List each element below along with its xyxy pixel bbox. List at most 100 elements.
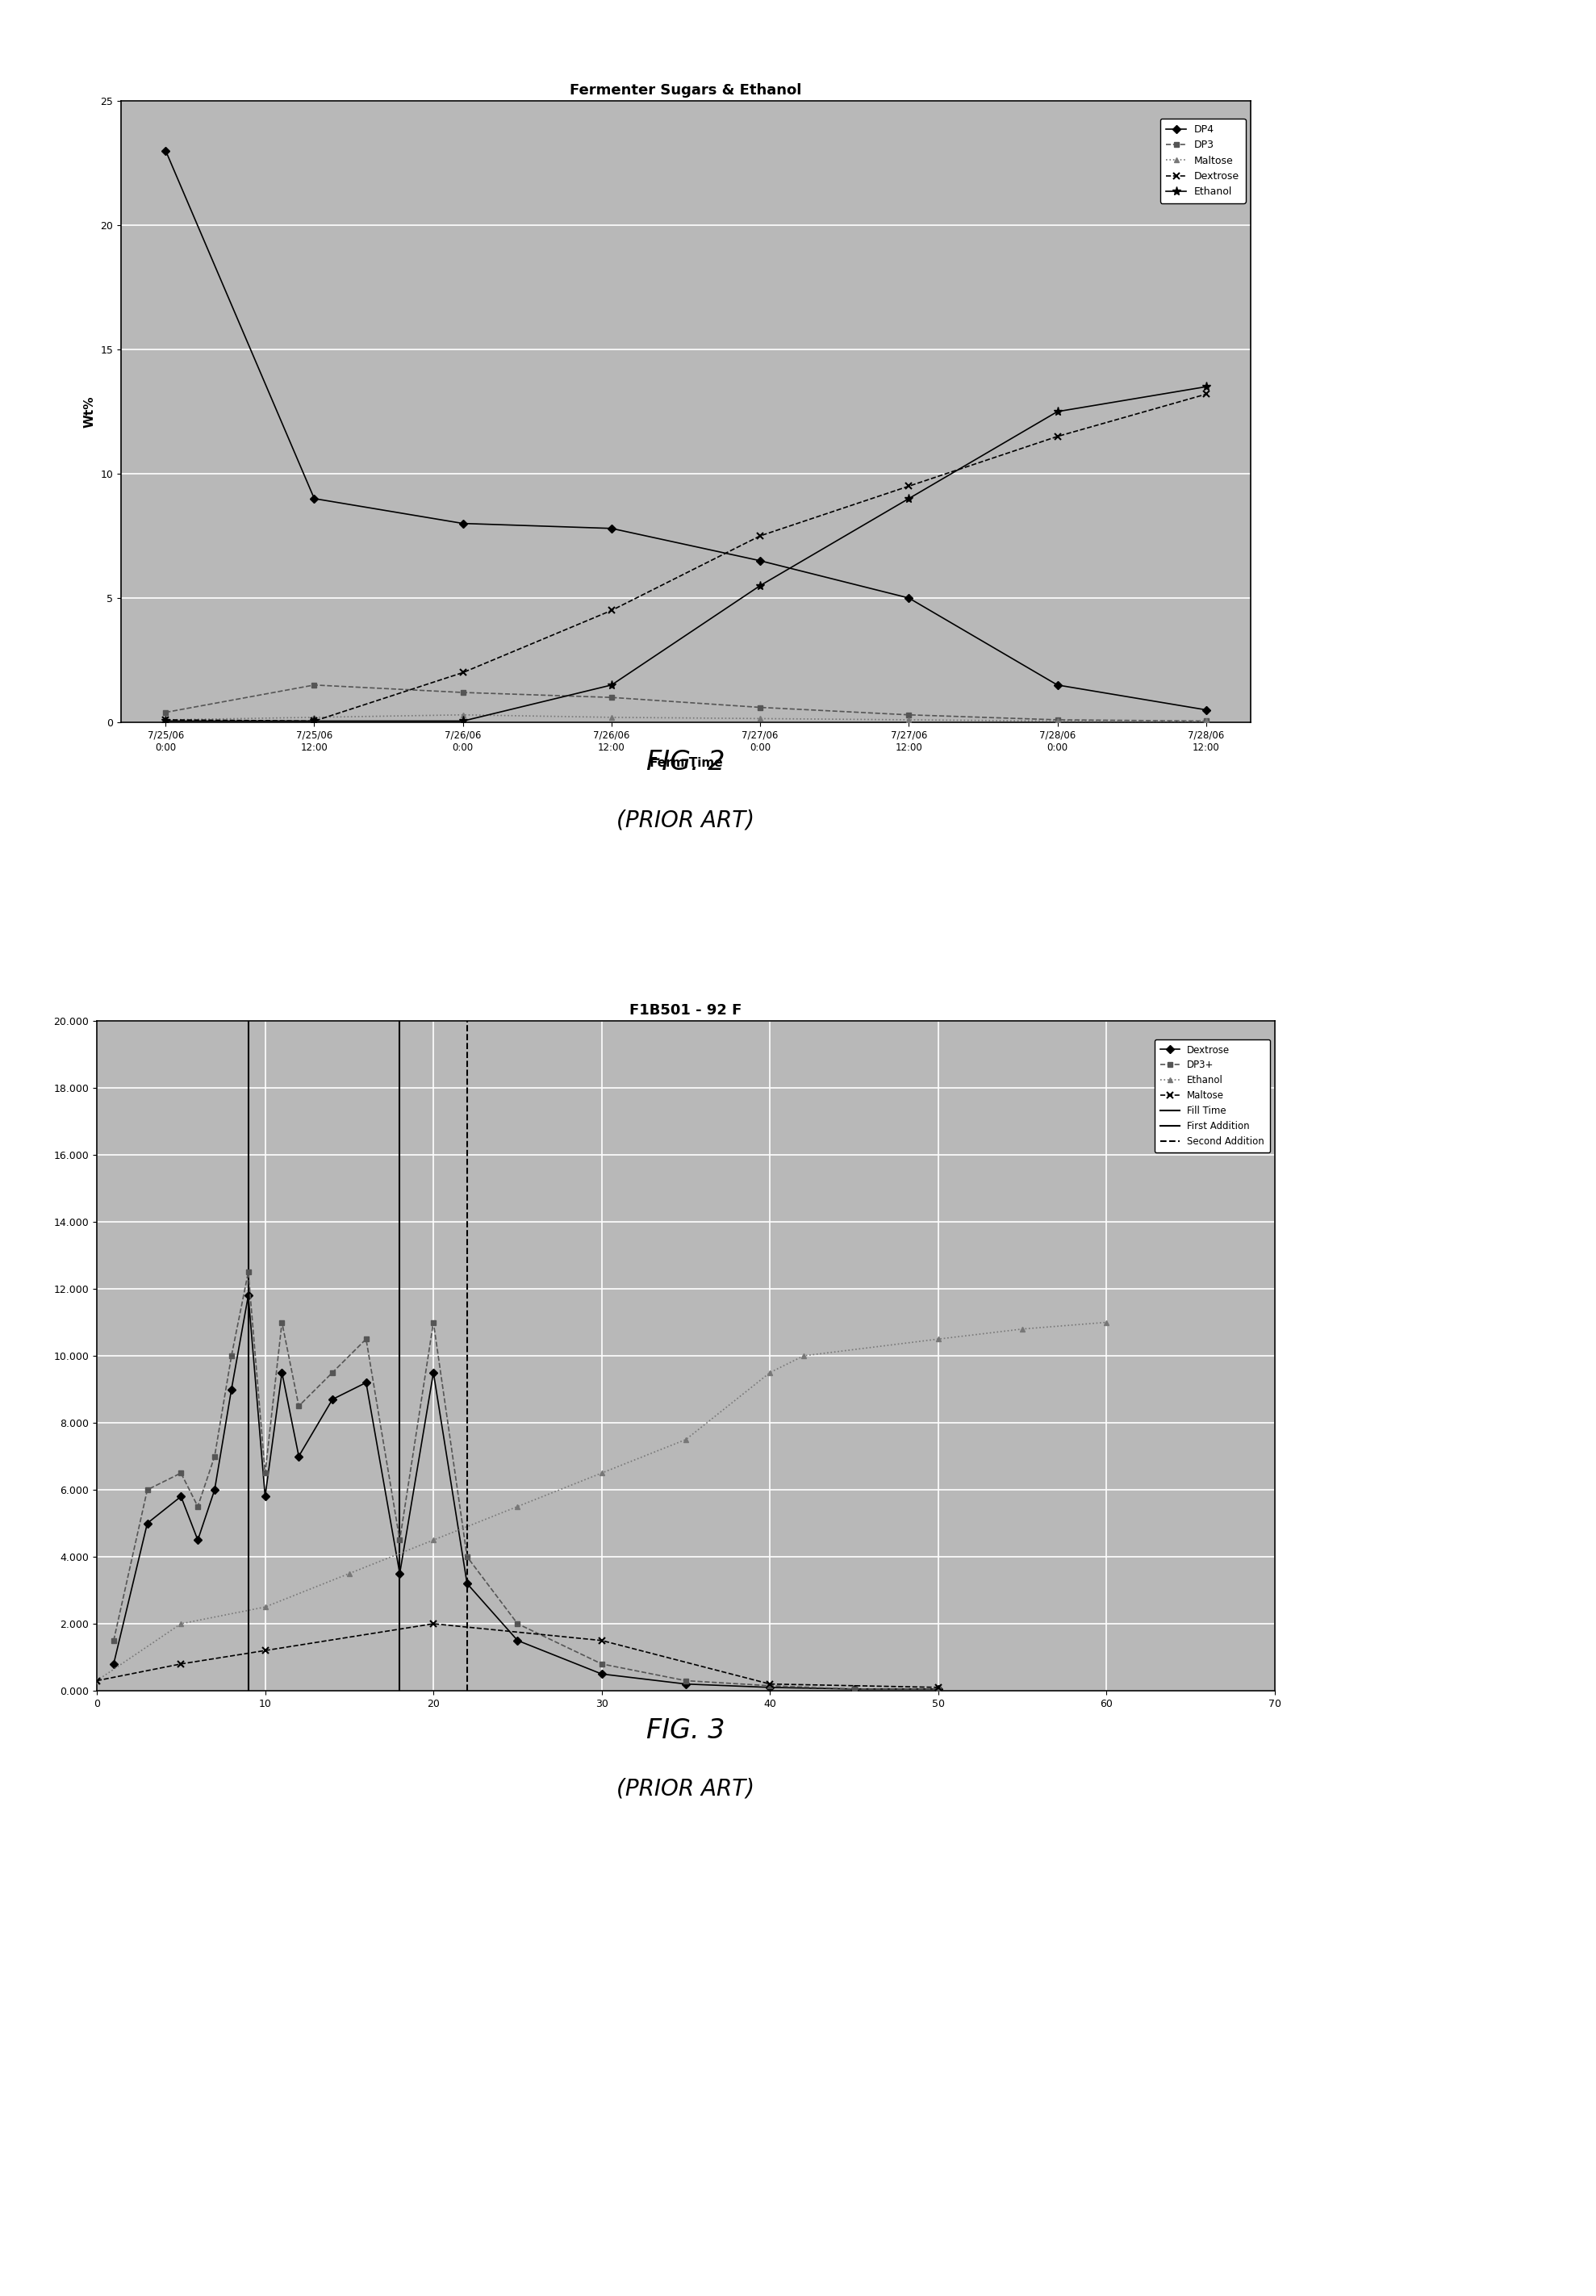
Dextrose xyxy=(239,1281,259,1309)
DP3+ xyxy=(508,1609,527,1637)
Maltose xyxy=(1197,707,1216,735)
DP3+ xyxy=(425,1309,444,1336)
Line: Ethanol: Ethanol xyxy=(161,381,1210,726)
Ethanol xyxy=(750,572,769,599)
Dextrose xyxy=(844,1676,863,1704)
DP3+ xyxy=(322,1359,342,1387)
Ethanol xyxy=(156,707,176,735)
Line: Maltose: Maltose xyxy=(94,1621,942,1690)
Maltose xyxy=(899,707,918,735)
Dextrose xyxy=(273,1359,292,1387)
Dextrose xyxy=(356,1368,375,1396)
Ethanol xyxy=(602,670,621,698)
Dextrose xyxy=(453,659,472,687)
Dextrose xyxy=(929,1676,948,1704)
Ethanol xyxy=(305,707,324,735)
Text: (PRIOR ART): (PRIOR ART) xyxy=(616,1777,755,1800)
Dextrose xyxy=(508,1626,527,1653)
Ethanol xyxy=(171,1609,190,1637)
DP3+ xyxy=(171,1460,190,1488)
DP3+ xyxy=(137,1476,156,1504)
Dextrose xyxy=(1197,381,1216,409)
Line: Dextrose: Dextrose xyxy=(110,1293,942,1692)
Ethanol xyxy=(508,1492,527,1520)
Dextrose xyxy=(156,707,176,735)
Y-axis label: Wt%: Wt% xyxy=(85,395,96,427)
Text: (PRIOR ART): (PRIOR ART) xyxy=(616,808,755,831)
Dextrose xyxy=(188,1527,207,1554)
DP3+ xyxy=(239,1258,259,1286)
DP4 xyxy=(453,510,472,537)
Dextrose xyxy=(389,1559,409,1587)
Ethanol xyxy=(255,1593,275,1621)
Line: Ethanol: Ethanol xyxy=(94,1320,1109,1683)
Maltose xyxy=(305,703,324,730)
Dextrose xyxy=(289,1442,308,1469)
Maltose xyxy=(592,1626,611,1653)
Text: FIG. 3: FIG. 3 xyxy=(646,1717,725,1745)
Dextrose xyxy=(425,1359,444,1387)
Line: DP3+: DP3+ xyxy=(110,1270,942,1692)
Maltose xyxy=(750,705,769,732)
DP4 xyxy=(1049,670,1068,698)
DP3+ xyxy=(844,1676,863,1704)
Ethanol xyxy=(1197,372,1216,400)
DP3 xyxy=(750,693,769,721)
DP3+ xyxy=(255,1460,275,1488)
DP3+ xyxy=(273,1309,292,1336)
DP3+ xyxy=(389,1527,409,1554)
X-axis label: Ferm Time: Ferm Time xyxy=(650,758,723,769)
DP3+ xyxy=(592,1651,611,1678)
Ethanol xyxy=(899,484,918,512)
DP3 xyxy=(1197,707,1216,735)
DP3+ xyxy=(929,1676,948,1704)
Dextrose xyxy=(137,1508,156,1536)
DP3+ xyxy=(356,1325,375,1352)
DP3+ xyxy=(188,1492,207,1520)
Legend: Dextrose, DP3+, Ethanol, Maltose, Fill Time, First Addition, Second Addition: Dextrose, DP3+, Ethanol, Maltose, Fill T… xyxy=(1156,1040,1270,1153)
Ethanol xyxy=(1013,1316,1033,1343)
DP4 xyxy=(750,546,769,574)
DP3 xyxy=(305,670,324,698)
DP3 xyxy=(899,700,918,728)
Ethanol xyxy=(677,1426,696,1453)
Line: DP4: DP4 xyxy=(163,147,1208,712)
Line: Maltose: Maltose xyxy=(163,712,1208,723)
DP3 xyxy=(602,684,621,712)
Dextrose xyxy=(760,1674,779,1701)
Ethanol xyxy=(425,1527,444,1554)
DP3 xyxy=(453,680,472,707)
Ethanol xyxy=(929,1325,948,1352)
Maltose xyxy=(156,707,176,735)
Title: F1B501 - 92 F: F1B501 - 92 F xyxy=(629,1003,742,1017)
Legend: DP4, DP3, Maltose, Dextrose, Ethanol: DP4, DP3, Maltose, Dextrose, Ethanol xyxy=(1160,119,1245,202)
Maltose xyxy=(453,700,472,728)
DP3 xyxy=(156,698,176,726)
DP3+ xyxy=(677,1667,696,1694)
DP3+ xyxy=(104,1626,123,1653)
Ethanol xyxy=(453,707,472,735)
Text: FIG. 2: FIG. 2 xyxy=(646,748,725,776)
Dextrose xyxy=(222,1375,241,1403)
Dextrose xyxy=(171,1483,190,1511)
Dextrose xyxy=(255,1483,275,1511)
Maltose xyxy=(602,703,621,730)
Maltose xyxy=(929,1674,948,1701)
Maltose xyxy=(171,1651,190,1678)
Dextrose xyxy=(204,1476,223,1504)
Maltose xyxy=(760,1669,779,1697)
Title: Fermenter Sugars & Ethanol: Fermenter Sugars & Ethanol xyxy=(570,83,801,96)
DP3 xyxy=(1049,707,1068,735)
DP3+ xyxy=(222,1343,241,1371)
DP3+ xyxy=(760,1671,779,1699)
Dextrose xyxy=(104,1651,123,1678)
Maltose xyxy=(88,1667,107,1694)
DP3+ xyxy=(204,1442,223,1469)
Line: DP3: DP3 xyxy=(163,682,1208,723)
Dextrose xyxy=(677,1669,696,1697)
Dextrose xyxy=(602,597,621,625)
Ethanol xyxy=(760,1359,779,1387)
Ethanol xyxy=(592,1460,611,1488)
DP4 xyxy=(156,138,176,165)
Ethanol xyxy=(88,1667,107,1694)
